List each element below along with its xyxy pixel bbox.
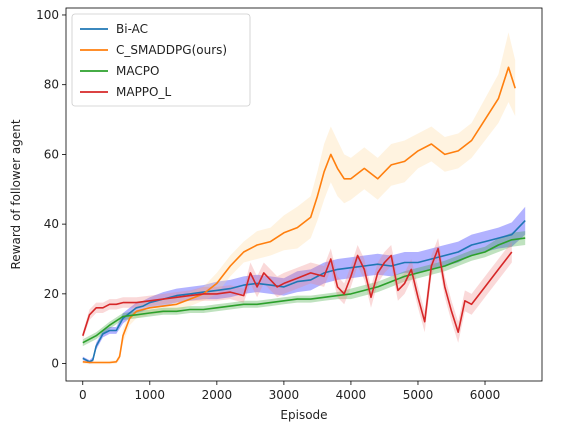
x-tick-label: 4000 (336, 388, 367, 402)
legend: Bi-AC C_SMADDPG(ours) MACPO MAPPO_L (71, 13, 251, 107)
y-tick-label: 60 (44, 147, 59, 161)
series-lines (82, 66, 526, 364)
legend-label: Bi-AC (116, 22, 148, 36)
x-tick-label: 5000 (403, 388, 434, 402)
y-tick-label: 0 (51, 357, 59, 371)
series-line-2 (82, 237, 526, 344)
series-line-1 (82, 66, 516, 364)
y-tick-label: 40 (44, 217, 59, 231)
x-axis-ticks: 0 1000 2000 3000 4000 5000 6000 (79, 381, 500, 402)
series-line-3 (82, 247, 513, 336)
legend-label: MACPO (116, 64, 159, 78)
x-tick-label: 0 (79, 388, 87, 402)
y-axis-label: Reward of follower agent (9, 119, 23, 269)
legend-label: C_SMADDPG(ours) (116, 43, 227, 57)
series-band-1 (82, 32, 516, 365)
confidence-bands (82, 32, 526, 365)
x-axis-label: Episode (280, 408, 327, 422)
x-tick-label: 6000 (470, 388, 501, 402)
x-tick-label: 2000 (202, 388, 233, 402)
y-tick-label: 100 (36, 8, 59, 22)
series-band-0 (82, 206, 526, 364)
y-tick-label: 80 (44, 78, 59, 92)
y-tick-label: 20 (44, 287, 59, 301)
legend-box (71, 13, 251, 107)
legend-label: MAPPO_L (116, 85, 171, 99)
y-axis-ticks: 0 20 40 60 80 100 (36, 8, 66, 371)
x-tick-label: 3000 (269, 388, 300, 402)
series-line-0 (82, 220, 526, 363)
x-tick-label: 1000 (135, 388, 166, 402)
plot-frame (65, 7, 543, 382)
